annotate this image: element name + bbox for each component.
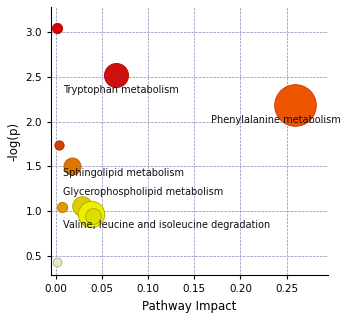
Point xyxy=(113,72,119,77)
Y-axis label: -log(p): -log(p) xyxy=(7,122,20,161)
Text: Glycerophospholipid metabolism: Glycerophospholipid metabolism xyxy=(63,188,223,197)
Point xyxy=(70,164,75,169)
X-axis label: Pathway Impact: Pathway Impact xyxy=(142,300,237,313)
Text: Tryptophan metabolism: Tryptophan metabolism xyxy=(63,85,179,95)
Text: Phenylalanine metabolism: Phenylalanine metabolism xyxy=(211,115,341,125)
Point xyxy=(292,103,298,108)
Point xyxy=(79,203,84,208)
Point xyxy=(56,142,61,147)
Point xyxy=(60,205,65,210)
Point xyxy=(54,260,60,265)
Point xyxy=(90,214,96,219)
Point xyxy=(88,211,94,216)
Point xyxy=(54,25,60,30)
Text: Sphingolipid metabolism: Sphingolipid metabolism xyxy=(63,168,184,178)
Text: Valine, leucine and isoleucine degradation: Valine, leucine and isoleucine degradati… xyxy=(63,220,271,229)
